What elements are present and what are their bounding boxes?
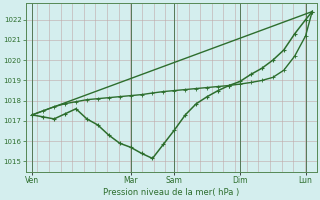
X-axis label: Pression niveau de la mer( hPa ): Pression niveau de la mer( hPa ): [103, 188, 239, 197]
